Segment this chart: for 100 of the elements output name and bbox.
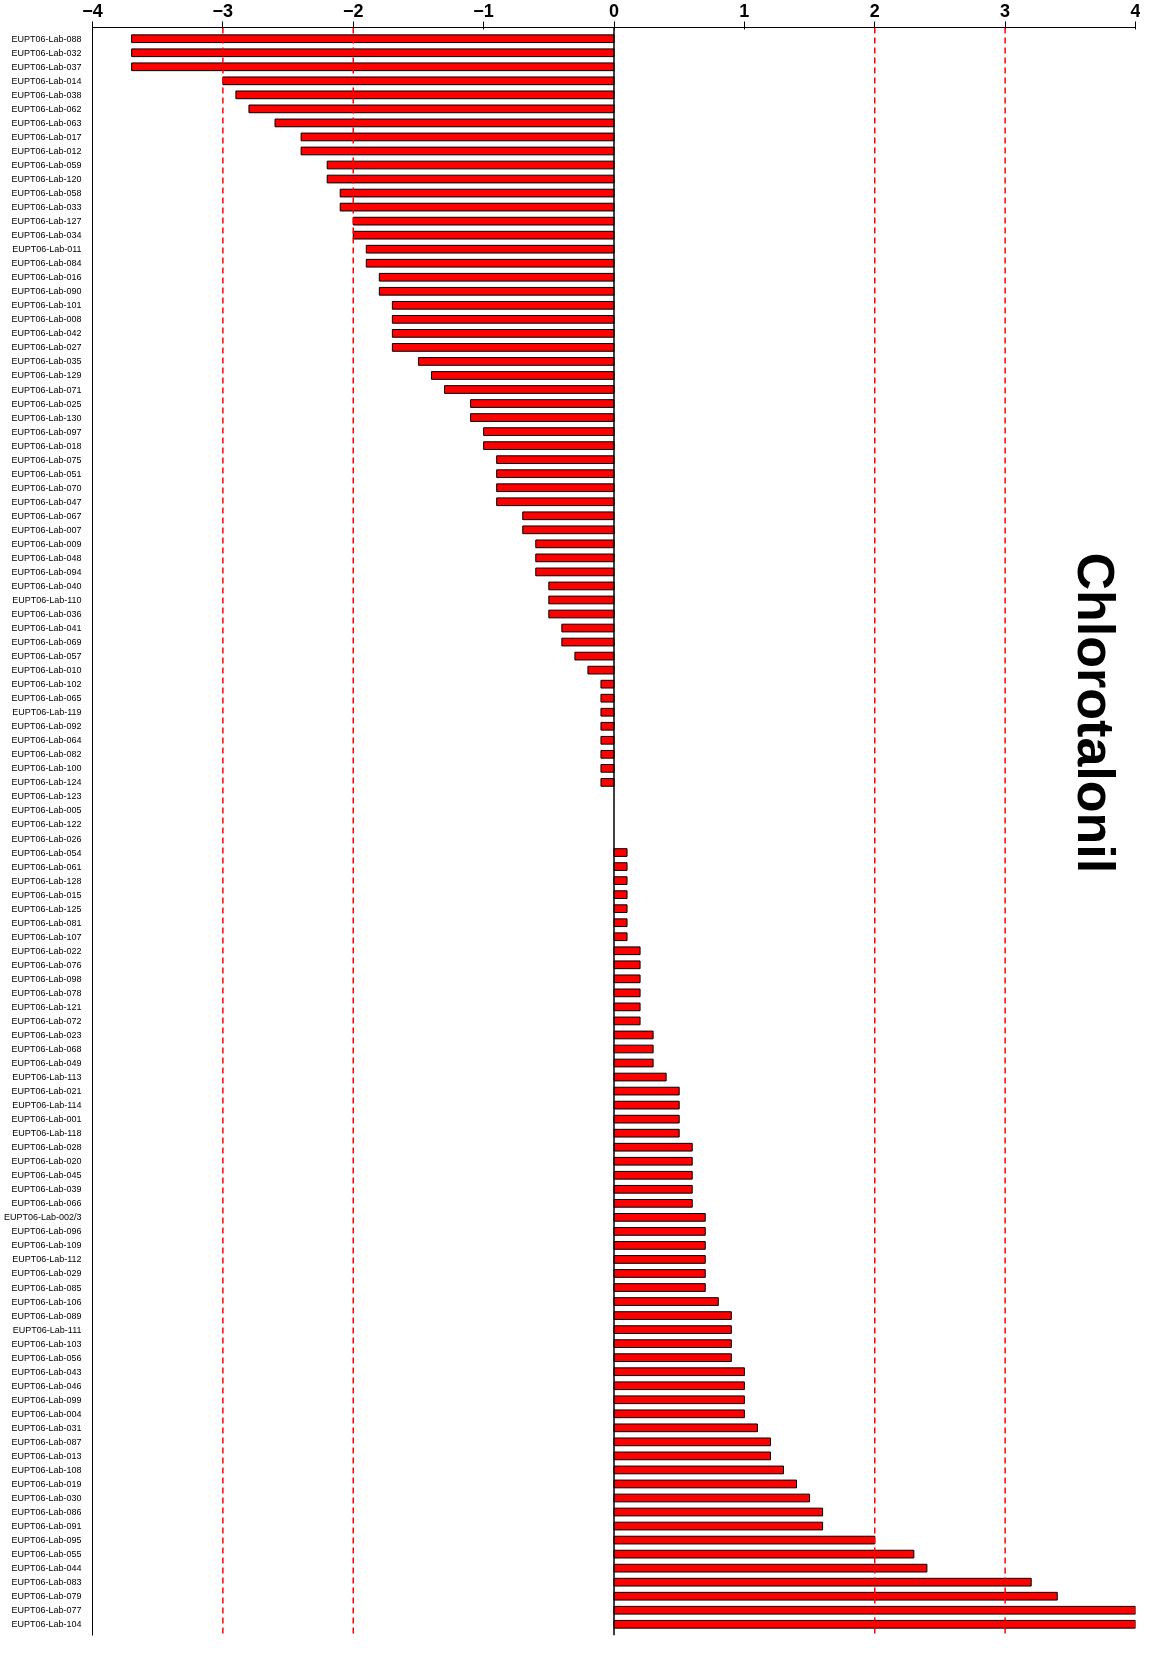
x-tick-label: −2 — [342, 0, 364, 21]
y-tick-label: EUPT06-Lab-059 — [11, 160, 82, 171]
y-tick-label: EUPT06-Lab-076 — [11, 959, 82, 970]
y-tick-label: EUPT06-Lab-100 — [11, 763, 82, 774]
y-tick-label: EUPT06-Lab-048 — [11, 552, 82, 563]
y-tick-label: EUPT06-Lab-045 — [11, 1170, 82, 1181]
y-tick-label: EUPT06-Lab-068 — [11, 1043, 82, 1054]
y-tick-label: EUPT06-Lab-065 — [11, 693, 82, 704]
y-tick-label: EUPT06-Lab-034 — [11, 230, 82, 241]
y-tick-label: EUPT06-Lab-023 — [11, 1029, 82, 1040]
y-tick-label: EUPT06-Lab-033 — [11, 202, 82, 213]
y-tick-label: EUPT06-Lab-106 — [11, 1296, 82, 1307]
y-tick-label: EUPT06-Lab-067 — [11, 510, 82, 521]
y-tick-label: EUPT06-Lab-063 — [11, 117, 82, 128]
x-tick-label: 1 — [739, 0, 750, 21]
y-tick-label: EUPT06-Lab-083 — [11, 1577, 82, 1588]
y-tick-label: EUPT06-Lab-130 — [11, 412, 82, 423]
y-tick-label: EUPT06-Lab-051 — [11, 468, 82, 479]
y-tick-label: EUPT06-Lab-112 — [12, 1254, 82, 1265]
y-tick-label: EUPT06-Lab-104 — [11, 1619, 82, 1630]
y-tick-label: EUPT06-Lab-046 — [11, 1380, 82, 1391]
y-tick-label: EUPT06-Lab-016 — [11, 272, 82, 283]
y-tick-label: EUPT06-Lab-031 — [11, 1422, 82, 1433]
y-tick-label: EUPT06-Lab-002/3 — [3, 1212, 82, 1223]
y-tick-label: EUPT06-Lab-089 — [11, 1310, 82, 1321]
y-tick-label: EUPT06-Lab-109 — [11, 1240, 82, 1251]
y-tick-label: EUPT06-Lab-043 — [11, 1366, 82, 1377]
y-tick-label: EUPT06-Lab-025 — [11, 398, 82, 409]
y-tick-label: EUPT06-Lab-129 — [11, 370, 82, 381]
y-tick-label: EUPT06-Lab-097 — [11, 426, 82, 437]
text: Chlorotalonil — [1067, 552, 1126, 874]
y-tick-label: EUPT06-Lab-056 — [11, 1352, 82, 1363]
y-tick-label: EUPT06-Lab-038 — [11, 89, 82, 100]
y-tick-label: EUPT06-Lab-008 — [11, 314, 82, 325]
x-tick-label: −4 — [82, 0, 103, 21]
y-tick-label: EUPT06-Lab-004 — [11, 1408, 82, 1419]
y-tick-label: EUPT06-Lab-069 — [11, 637, 82, 648]
y-tick-label: EUPT06-Lab-078 — [11, 987, 82, 998]
y-tick-label: EUPT06-Lab-088 — [11, 33, 82, 44]
y-tick-label: EUPT06-Lab-087 — [11, 1436, 82, 1447]
y-tick-label: EUPT06-Lab-075 — [11, 454, 82, 465]
y-tick-label: EUPT06-Lab-021 — [11, 1086, 82, 1097]
y-tick-label: EUPT06-Lab-055 — [11, 1549, 82, 1560]
y-tick-label: EUPT06-Lab-061 — [11, 861, 82, 872]
y-tick-label: EUPT06-Lab-092 — [11, 721, 82, 732]
y-tick-label: EUPT06-Lab-013 — [11, 1450, 82, 1461]
y-tick-label: EUPT06-Lab-099 — [11, 1394, 82, 1405]
y-tick-label: EUPT06-Lab-101 — [11, 300, 82, 311]
y-tick-label: EUPT06-Lab-037 — [11, 61, 82, 72]
y-tick-label: EUPT06-Lab-098 — [11, 973, 82, 984]
y-tick-label: EUPT06-Lab-110 — [12, 594, 82, 605]
y-tick-label: EUPT06-Lab-029 — [11, 1268, 82, 1279]
y-tick-label: EUPT06-Lab-054 — [11, 847, 82, 858]
y-tick-label: EUPT06-Lab-019 — [11, 1478, 82, 1489]
y-tick-label: EUPT06-Lab-072 — [11, 1015, 82, 1026]
y-tick-label: EUPT06-Lab-070 — [11, 482, 82, 493]
y-tick-label: EUPT06-Lab-108 — [11, 1464, 82, 1475]
y-tick-label: EUPT06-Lab-010 — [11, 665, 82, 676]
y-tick-label: EUPT06-Lab-049 — [11, 1058, 82, 1069]
y-tick-label: EUPT06-Lab-047 — [11, 496, 82, 507]
y-tick-label: EUPT06-Lab-012 — [11, 145, 82, 156]
y-tick-label: EUPT06-Lab-118 — [12, 1128, 82, 1139]
y-tick-label: EUPT06-Lab-020 — [11, 1156, 82, 1167]
y-tick-label: EUPT06-Lab-042 — [11, 328, 82, 339]
y-tick-label: EUPT06-Lab-009 — [11, 538, 82, 549]
y-tick-label: EUPT06-Lab-035 — [11, 356, 82, 367]
y-tick-label: EUPT06-Lab-027 — [11, 342, 82, 353]
y-tick-label: EUPT06-Lab-091 — [11, 1521, 82, 1532]
x-tick-label: 2 — [869, 0, 880, 21]
y-tick-label: EUPT06-Lab-041 — [11, 623, 82, 634]
y-tick-label: EUPT06-Lab-127 — [11, 216, 82, 227]
y-tick-label: EUPT06-Lab-071 — [11, 384, 82, 395]
y-tick-label: EUPT06-Lab-007 — [11, 524, 82, 535]
x-tick-label: −1 — [473, 0, 494, 21]
y-tick-label: EUPT06-Lab-084 — [11, 258, 82, 269]
y-tick-label: EUPT06-Lab-121 — [11, 1001, 82, 1012]
y-tick-label: EUPT06-Lab-030 — [11, 1492, 82, 1503]
y-tick-label: EUPT06-Lab-044 — [11, 1563, 82, 1574]
y-tick-label: EUPT06-Lab-082 — [11, 749, 82, 760]
y-tick-label: EUPT06-Lab-120 — [11, 174, 82, 185]
y-tick-label: EUPT06-Lab-119 — [12, 707, 82, 718]
y-tick-label: EUPT06-Lab-096 — [11, 1226, 82, 1237]
y-tick-label: EUPT06-Lab-077 — [11, 1605, 82, 1616]
y-tick-label: EUPT06-Lab-111 — [12, 1324, 82, 1335]
y-tick-label: EUPT06-Lab-113 — [12, 1072, 82, 1083]
y-tick-label: EUPT06-Lab-102 — [11, 679, 82, 690]
y-tick-label: EUPT06-Lab-015 — [11, 889, 82, 900]
x-tick-label: −3 — [212, 0, 234, 21]
y-tick-label: EUPT06-Lab-039 — [11, 1184, 82, 1195]
y-tick-label: EUPT06-Lab-086 — [11, 1507, 82, 1518]
y-tick-label: EUPT06-Lab-028 — [11, 1142, 82, 1153]
x-tick-label: 0 — [608, 0, 620, 21]
x-tick-label: 4 — [1130, 0, 1141, 21]
y-tick-label: EUPT06-Lab-094 — [11, 566, 82, 577]
y-tick-label: EUPT06-Lab-125 — [11, 903, 82, 914]
y-tick-label: EUPT06-Lab-095 — [11, 1535, 82, 1546]
y-tick-label: EUPT06-Lab-079 — [11, 1591, 82, 1602]
y-tick-label: EUPT06-Lab-064 — [11, 735, 82, 746]
y-tick-label: EUPT06-Lab-005 — [11, 805, 82, 816]
y-tick-label: EUPT06-Lab-036 — [11, 609, 82, 620]
